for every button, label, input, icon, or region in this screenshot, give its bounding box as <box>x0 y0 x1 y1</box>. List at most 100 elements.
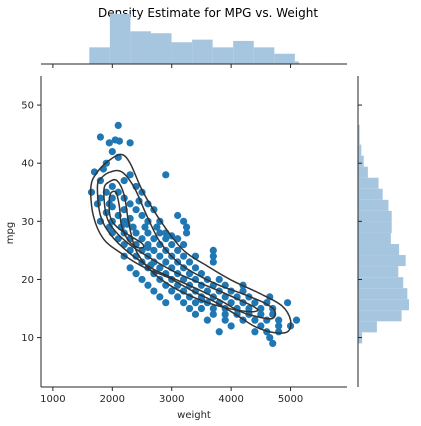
x-histogram-bar <box>130 31 151 64</box>
scatter-point <box>180 217 188 225</box>
scatter-point <box>221 310 229 318</box>
y-axis-ticks: 10 20 30 40 50 <box>21 101 41 344</box>
scatter-point <box>162 235 170 243</box>
y-histogram-bar <box>358 124 360 134</box>
density-contour <box>96 169 277 320</box>
scatter-point <box>108 182 116 191</box>
y-histogram-bar <box>358 321 377 333</box>
scatter-point <box>126 264 134 272</box>
scatter-point <box>174 246 182 254</box>
y-axis-label: mpg <box>5 222 16 244</box>
scatter-point <box>168 240 176 249</box>
scatter-point <box>257 310 265 318</box>
scatter-point <box>156 293 164 301</box>
y-histogram-bar <box>358 133 360 145</box>
scatter-point <box>182 229 191 237</box>
scatter-point <box>174 211 182 220</box>
y-tick-label: 40 <box>21 159 34 170</box>
scatter-point <box>269 339 277 348</box>
y-histogram-bar <box>358 288 408 300</box>
y-histogram-bar <box>358 177 379 189</box>
y-histogram-bar <box>358 243 400 256</box>
x-histogram-bar <box>89 47 110 64</box>
y-histogram-bar <box>358 277 404 289</box>
x-histogram-bar <box>109 14 131 64</box>
scatter-point <box>191 310 200 318</box>
density-contour <box>108 190 145 249</box>
y-histogram-bar <box>358 266 399 278</box>
scatter-point <box>266 333 274 342</box>
scatter-point <box>283 299 292 307</box>
scatter-points <box>87 121 301 348</box>
x-histogram-bar <box>171 42 193 64</box>
scatter-point <box>132 206 140 214</box>
scatter-point <box>150 287 158 295</box>
scatter-point <box>251 299 259 307</box>
y-histogram-bars <box>358 124 409 344</box>
y-tick-label: 30 <box>21 217 34 228</box>
chart-title: Density Estimate for MPG vs. Weight <box>98 6 318 20</box>
scatter-point <box>174 235 182 243</box>
y-histogram-bar <box>358 232 391 244</box>
scatter-point <box>174 293 182 301</box>
x-tick-label: 1000 <box>40 394 65 405</box>
scatter-point <box>275 328 283 336</box>
scatter-point <box>132 270 140 278</box>
y-marginal-ticks <box>358 104 362 339</box>
scatter-point <box>162 171 170 179</box>
scatter-point <box>251 316 259 324</box>
scatter-point <box>138 235 146 243</box>
scatter-point <box>209 258 217 266</box>
scatter-point <box>209 252 217 260</box>
x-tick-label: 3000 <box>159 394 184 405</box>
x-axis-label: weight <box>177 410 211 421</box>
x-histogram-bar <box>233 40 254 64</box>
scatter-point <box>227 322 235 330</box>
scatter-point <box>191 264 200 272</box>
scatter-point <box>150 235 158 243</box>
y-histogram-bar <box>358 155 364 167</box>
scatter-point <box>257 304 265 313</box>
scatter-point <box>221 316 229 324</box>
y-histogram-bar <box>358 188 383 200</box>
scatter-point <box>87 188 96 196</box>
scatter-point <box>115 137 124 145</box>
x-tick-label: 2000 <box>100 394 125 405</box>
y-histogram-bar <box>358 221 392 233</box>
scatter-point <box>182 223 191 231</box>
scatter-point <box>209 246 217 254</box>
y-histogram-bar <box>358 144 362 156</box>
scatter-point <box>251 328 259 336</box>
scatter-point <box>227 299 235 307</box>
scatter-point <box>275 322 283 330</box>
scatter-point <box>292 316 301 324</box>
scatter-point <box>191 299 200 307</box>
x-histogram-bars <box>89 14 299 64</box>
scatter-point <box>138 211 146 220</box>
scatter-point <box>156 252 164 260</box>
scatter-point <box>144 229 152 237</box>
density-contours <box>89 153 292 334</box>
scatter-point <box>126 139 134 147</box>
scatter-point <box>215 275 223 284</box>
scatter-point <box>162 299 170 307</box>
scatter-point <box>120 177 128 185</box>
scatter-point <box>162 258 170 266</box>
y-histogram-bar <box>358 299 409 311</box>
density-contour <box>103 178 259 313</box>
scatter-point <box>96 133 105 141</box>
y-tick-label: 50 <box>21 101 34 112</box>
scatter-point <box>180 252 188 260</box>
scatter-point <box>141 223 149 231</box>
x-histogram-bar <box>294 61 299 64</box>
scatter-point <box>156 229 164 237</box>
scatter-point <box>180 275 188 284</box>
y-tick-label: 10 <box>21 333 34 344</box>
scatter-point <box>132 229 140 237</box>
scatter-point <box>245 304 253 313</box>
scatter-point <box>144 200 152 208</box>
scatter-point <box>156 240 164 249</box>
x-histogram-bar <box>212 47 234 64</box>
scatter-point <box>203 316 211 324</box>
y-marginal-histogram <box>357 76 409 387</box>
